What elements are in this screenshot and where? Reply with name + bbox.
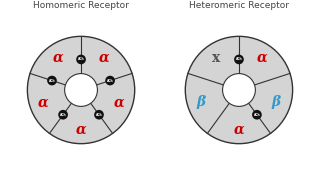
Text: α: α	[113, 95, 124, 109]
Text: α: α	[99, 51, 109, 65]
Title: Heteromeric Receptor: Heteromeric Receptor	[189, 1, 289, 10]
Circle shape	[65, 74, 97, 106]
Text: β: β	[272, 95, 281, 109]
Text: ACh: ACh	[78, 57, 84, 61]
Text: α: α	[76, 123, 86, 136]
Circle shape	[234, 55, 244, 64]
Text: α: α	[234, 123, 244, 136]
Text: ACh: ACh	[49, 78, 55, 83]
Text: α: α	[257, 51, 268, 65]
Circle shape	[47, 76, 57, 85]
Circle shape	[76, 55, 86, 64]
Text: ACh: ACh	[60, 113, 66, 117]
Text: β: β	[197, 95, 206, 109]
Circle shape	[58, 110, 68, 120]
Title: Homomeric Receptor: Homomeric Receptor	[33, 1, 129, 10]
Text: ACh: ACh	[254, 113, 260, 117]
Circle shape	[105, 76, 115, 85]
Text: ACh: ACh	[96, 113, 102, 117]
Text: x: x	[212, 51, 220, 65]
Text: α: α	[52, 51, 63, 65]
Circle shape	[252, 110, 262, 120]
Text: ACh: ACh	[107, 78, 113, 83]
Text: ACh: ACh	[236, 57, 242, 61]
Circle shape	[223, 74, 255, 106]
Circle shape	[185, 36, 292, 144]
Circle shape	[94, 110, 104, 120]
Text: α: α	[38, 95, 49, 109]
Circle shape	[28, 36, 135, 144]
